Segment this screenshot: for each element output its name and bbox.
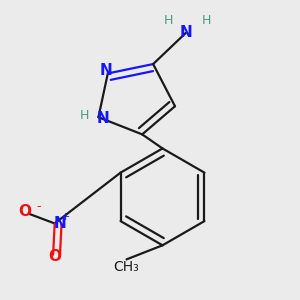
Text: H: H	[80, 109, 89, 122]
Text: O: O	[48, 249, 61, 264]
Text: CH₃: CH₃	[114, 260, 140, 274]
Text: H: H	[164, 14, 173, 27]
Text: N: N	[97, 111, 110, 126]
Text: +: +	[61, 212, 70, 222]
Text: N: N	[54, 216, 67, 231]
Text: O: O	[19, 204, 32, 219]
Text: N: N	[180, 25, 192, 40]
Text: -: -	[37, 200, 41, 213]
Text: H: H	[202, 14, 211, 27]
Text: N: N	[100, 63, 112, 78]
